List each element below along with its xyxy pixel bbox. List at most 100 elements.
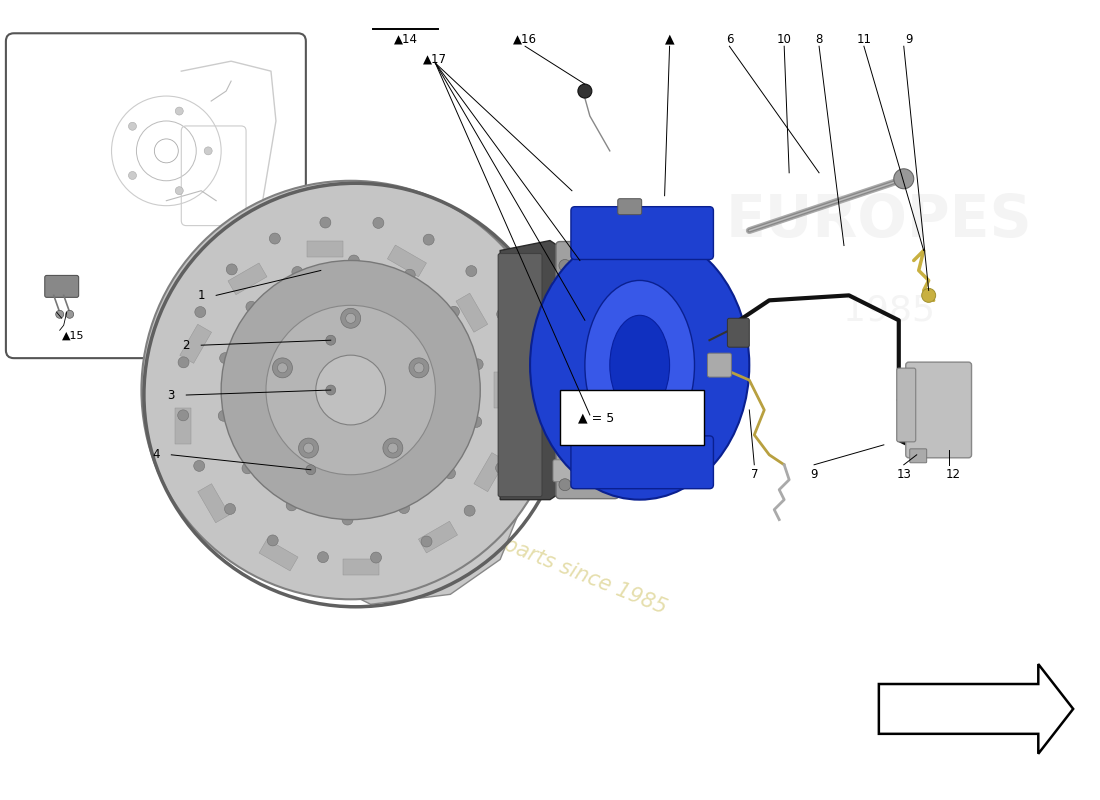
- Circle shape: [220, 353, 231, 364]
- Text: ▲ = 5: ▲ = 5: [578, 411, 614, 424]
- Text: ▲16: ▲16: [513, 33, 537, 46]
- Circle shape: [464, 505, 475, 516]
- FancyBboxPatch shape: [571, 436, 714, 489]
- Ellipse shape: [316, 355, 386, 425]
- Bar: [418, 522, 458, 553]
- Bar: [494, 372, 510, 408]
- FancyBboxPatch shape: [571, 206, 714, 259]
- Circle shape: [424, 234, 434, 245]
- Bar: [307, 241, 343, 257]
- FancyBboxPatch shape: [910, 449, 926, 462]
- Circle shape: [471, 417, 482, 427]
- Circle shape: [129, 171, 136, 179]
- Circle shape: [318, 552, 329, 562]
- Circle shape: [465, 266, 476, 277]
- Text: 12: 12: [946, 468, 961, 482]
- Circle shape: [56, 310, 64, 318]
- Polygon shape: [186, 266, 261, 315]
- Circle shape: [175, 107, 184, 115]
- Bar: [179, 324, 211, 363]
- Text: 8: 8: [815, 33, 823, 46]
- Circle shape: [175, 186, 184, 194]
- Circle shape: [496, 462, 507, 474]
- Circle shape: [304, 443, 313, 453]
- Text: 9: 9: [811, 468, 817, 482]
- Circle shape: [894, 169, 914, 189]
- Circle shape: [292, 266, 302, 278]
- FancyBboxPatch shape: [45, 275, 78, 298]
- Circle shape: [598, 458, 611, 470]
- Circle shape: [205, 147, 212, 155]
- FancyBboxPatch shape: [573, 338, 607, 387]
- Circle shape: [273, 358, 293, 378]
- Polygon shape: [301, 480, 520, 604]
- Circle shape: [129, 122, 136, 130]
- FancyBboxPatch shape: [556, 242, 619, 498]
- Circle shape: [326, 385, 336, 395]
- FancyBboxPatch shape: [498, 254, 542, 497]
- FancyBboxPatch shape: [553, 396, 641, 422]
- Polygon shape: [879, 664, 1074, 754]
- Circle shape: [405, 270, 415, 280]
- Circle shape: [178, 410, 189, 421]
- Text: 2: 2: [183, 338, 190, 352]
- Ellipse shape: [266, 306, 436, 474]
- Circle shape: [349, 255, 360, 266]
- Circle shape: [444, 468, 455, 478]
- Ellipse shape: [221, 261, 481, 519]
- FancyBboxPatch shape: [707, 353, 732, 377]
- Circle shape: [246, 302, 257, 312]
- Circle shape: [388, 443, 398, 453]
- Circle shape: [286, 500, 297, 511]
- Circle shape: [298, 438, 319, 458]
- FancyBboxPatch shape: [896, 368, 915, 442]
- Circle shape: [345, 314, 355, 323]
- Circle shape: [277, 363, 287, 373]
- Circle shape: [66, 310, 74, 318]
- Circle shape: [270, 233, 280, 244]
- FancyBboxPatch shape: [618, 198, 641, 214]
- FancyBboxPatch shape: [553, 281, 641, 302]
- Circle shape: [513, 412, 524, 423]
- Text: ▲14: ▲14: [394, 33, 418, 46]
- Ellipse shape: [609, 315, 670, 415]
- Ellipse shape: [142, 181, 560, 599]
- Text: 13: 13: [896, 468, 911, 482]
- Text: 10: 10: [777, 33, 792, 46]
- Circle shape: [472, 359, 483, 370]
- Text: 11: 11: [857, 33, 871, 46]
- Bar: [560, 390, 704, 445]
- Circle shape: [513, 359, 524, 370]
- FancyBboxPatch shape: [6, 34, 306, 358]
- Ellipse shape: [585, 281, 694, 450]
- Text: 4: 4: [153, 448, 161, 462]
- Circle shape: [224, 503, 235, 514]
- Circle shape: [320, 217, 331, 228]
- Circle shape: [497, 309, 508, 320]
- Bar: [258, 539, 298, 571]
- Ellipse shape: [530, 230, 749, 500]
- Polygon shape: [500, 241, 565, 500]
- Circle shape: [398, 502, 409, 514]
- Circle shape: [178, 357, 189, 368]
- Text: a passion for parts since 1985: a passion for parts since 1985: [371, 482, 670, 618]
- Circle shape: [326, 335, 336, 345]
- Circle shape: [409, 358, 429, 378]
- Circle shape: [578, 84, 592, 98]
- Text: 3: 3: [167, 389, 175, 402]
- Text: ▲17: ▲17: [424, 53, 448, 66]
- Circle shape: [267, 535, 278, 546]
- Bar: [343, 559, 378, 575]
- Text: 1985: 1985: [843, 294, 935, 327]
- Text: 9: 9: [905, 33, 913, 46]
- Circle shape: [421, 536, 432, 547]
- Circle shape: [922, 288, 936, 302]
- Circle shape: [383, 438, 403, 458]
- Circle shape: [449, 306, 460, 318]
- Circle shape: [194, 460, 205, 471]
- Circle shape: [342, 514, 353, 525]
- Circle shape: [242, 463, 253, 474]
- Text: ▲: ▲: [664, 33, 674, 46]
- Circle shape: [227, 264, 238, 275]
- Bar: [387, 245, 427, 277]
